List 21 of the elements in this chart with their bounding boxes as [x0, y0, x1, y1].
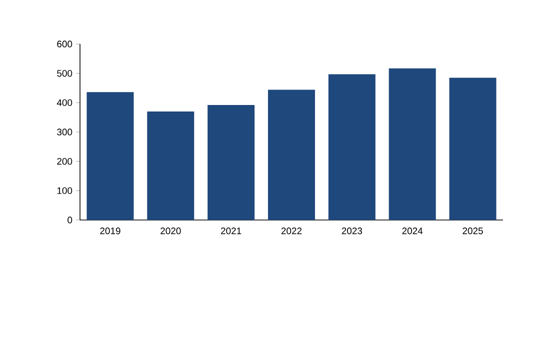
x-tick-label: 2025: [462, 228, 483, 234]
bar: [208, 105, 255, 220]
y-tick-label: 300: [57, 128, 72, 136]
x-tick-label: 2024: [402, 228, 423, 234]
y-tick-label: 200: [57, 158, 72, 165]
bar: [147, 111, 194, 220]
y-tick-label: 600: [57, 40, 72, 48]
bar: [449, 78, 496, 220]
bar: [268, 90, 315, 220]
y-tick-label: 500: [57, 70, 72, 77]
x-tick-label: 2022: [281, 228, 302, 234]
y-tick-label: 100: [57, 187, 72, 194]
x-tick-label: 2023: [342, 228, 362, 234]
bar: [86, 92, 134, 220]
y-tick-label: 400: [56, 99, 72, 106]
x-tick-label: 2020: [160, 228, 181, 234]
bar: [388, 68, 436, 220]
x-tick-label: 2019: [100, 228, 120, 234]
x-tick-label: 2021: [221, 228, 242, 234]
y-tick-label: 0: [68, 216, 72, 224]
bar: [328, 74, 376, 220]
